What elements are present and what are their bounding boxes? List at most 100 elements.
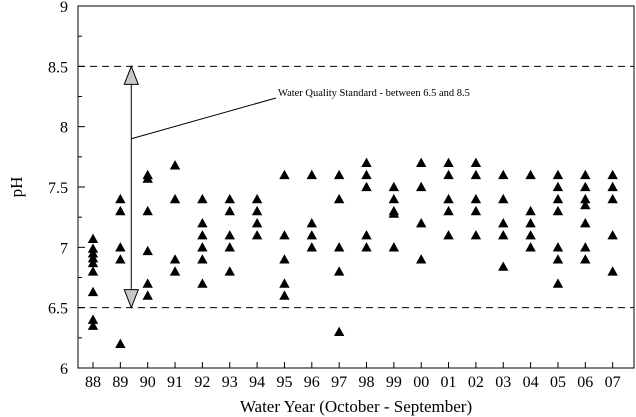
data-point-triangle (416, 181, 427, 192)
x-tick-label: 01 (441, 374, 457, 391)
data-point-triangle (443, 230, 454, 240)
data-point-triangle (142, 278, 153, 288)
x-tick-label: 96 (304, 374, 320, 391)
x-tick-label: 07 (605, 374, 621, 391)
data-point-triangle (580, 169, 591, 180)
plot-frame-group (77, 5, 635, 369)
data-point-triangle (169, 266, 181, 276)
data-point-triangle (87, 243, 99, 253)
data-point-triangle (525, 242, 536, 252)
data-point-triangle (169, 160, 181, 170)
annotation-text: Water Quality Standard - between 6.5 and… (278, 88, 470, 99)
data-point-triangle (388, 242, 400, 252)
data-point-triangle (498, 218, 509, 228)
x-tick-label: 06 (577, 374, 593, 391)
data-point-triangle (552, 169, 564, 180)
data-point-triangle (251, 205, 263, 216)
data-point-triangle (580, 254, 591, 264)
x-tick-label: 98 (359, 374, 375, 391)
data-point-triangle (498, 261, 509, 271)
annotation-group: Water Quality Standard - between 6.5 and… (123, 64, 470, 310)
data-point-triangle (607, 193, 618, 204)
data-point-triangle (115, 242, 126, 252)
data-point-triangle (306, 242, 317, 252)
data-point-triangle (142, 290, 153, 300)
data-point-triangle (607, 266, 618, 276)
data-point-triangle (361, 181, 372, 192)
x-tick-label: 89 (112, 374, 128, 391)
data-point-triangle (197, 278, 208, 288)
data-point-triangle (251, 230, 263, 240)
data-point-triangle (607, 169, 618, 180)
data-point-triangle (197, 230, 208, 240)
data-point-triangle (224, 205, 235, 216)
data-point-triangle (388, 193, 400, 204)
data-points (87, 157, 618, 349)
data-point-triangle (306, 169, 317, 180)
data-point-triangle (498, 193, 509, 204)
data-point-triangle (142, 205, 153, 216)
x-tick-label: 94 (249, 374, 265, 391)
x-tick-label: 91 (167, 374, 183, 391)
data-point-triangle (552, 278, 564, 288)
data-point-triangle (169, 193, 181, 204)
plot-frame (77, 5, 635, 369)
y-tick-label: 7.5 (48, 180, 68, 197)
data-point-triangle (197, 254, 208, 264)
data-point-triangle (470, 157, 482, 168)
x-tick-label: 93 (222, 374, 238, 391)
x-tick-label: 99 (386, 374, 402, 391)
data-point-triangle (580, 242, 591, 252)
data-point-triangle (224, 193, 235, 204)
data-point-triangle (333, 193, 345, 204)
data-point-triangle (224, 242, 235, 252)
data-point-triangle (333, 326, 345, 336)
y-tick-label: 8 (60, 120, 68, 137)
data-point-triangle (333, 242, 345, 252)
data-point-triangle (416, 218, 427, 228)
x-tick-label: 95 (276, 374, 292, 391)
data-point-triangle (552, 242, 564, 252)
y-axis: 6 6.5 7 7.5 8 8.5 9 (48, 0, 85, 378)
data-point-triangle (443, 193, 454, 204)
y-tick-label: 6 (60, 361, 68, 378)
data-point-triangle (87, 248, 99, 258)
data-point-triangle (552, 193, 564, 204)
data-point-triangle (169, 254, 181, 264)
annotation-arrowhead-bottom (123, 289, 140, 310)
data-point-triangle (333, 169, 345, 180)
annotation-leader-line (131, 97, 277, 140)
data-point-triangle (525, 230, 536, 240)
y-tick-label: 6.5 (48, 301, 68, 318)
data-point-triangle (115, 205, 126, 216)
y-axis-title: pH (7, 177, 26, 198)
x-tick-label: 00 (413, 374, 429, 391)
data-point-triangle (279, 290, 290, 300)
x-tick-label: 04 (523, 374, 539, 391)
x-tick-label: 90 (140, 374, 156, 391)
x-tick-label: 03 (495, 374, 511, 391)
data-point-triangle (87, 233, 99, 244)
data-point-triangle (580, 199, 591, 210)
x-axis: 88 89 90 91 92 93 94 95 96 97 98 99 00 01 02 03 04 05 06 07 (85, 362, 621, 391)
x-axis-title: Water Year (October - September) (240, 397, 472, 416)
data-point-triangle (279, 254, 290, 264)
data-point-triangle (361, 169, 372, 180)
data-point-triangle (87, 257, 99, 268)
data-point-triangle (361, 230, 372, 240)
data-point-triangle (470, 205, 482, 216)
data-point-triangle (142, 245, 153, 256)
data-point-triangle (498, 169, 509, 180)
data-point-triangle (552, 254, 564, 264)
data-point-triangle (306, 230, 317, 240)
data-point-triangle (251, 193, 263, 204)
data-point-triangle (115, 338, 126, 349)
data-point-triangle (552, 181, 564, 192)
x-tick-label: 05 (550, 374, 566, 391)
data-point-triangle (361, 157, 372, 168)
data-point-triangle (197, 218, 208, 228)
x-tick-label: 88 (85, 374, 101, 391)
data-point-triangle (416, 157, 427, 168)
data-point-triangle (443, 169, 454, 180)
